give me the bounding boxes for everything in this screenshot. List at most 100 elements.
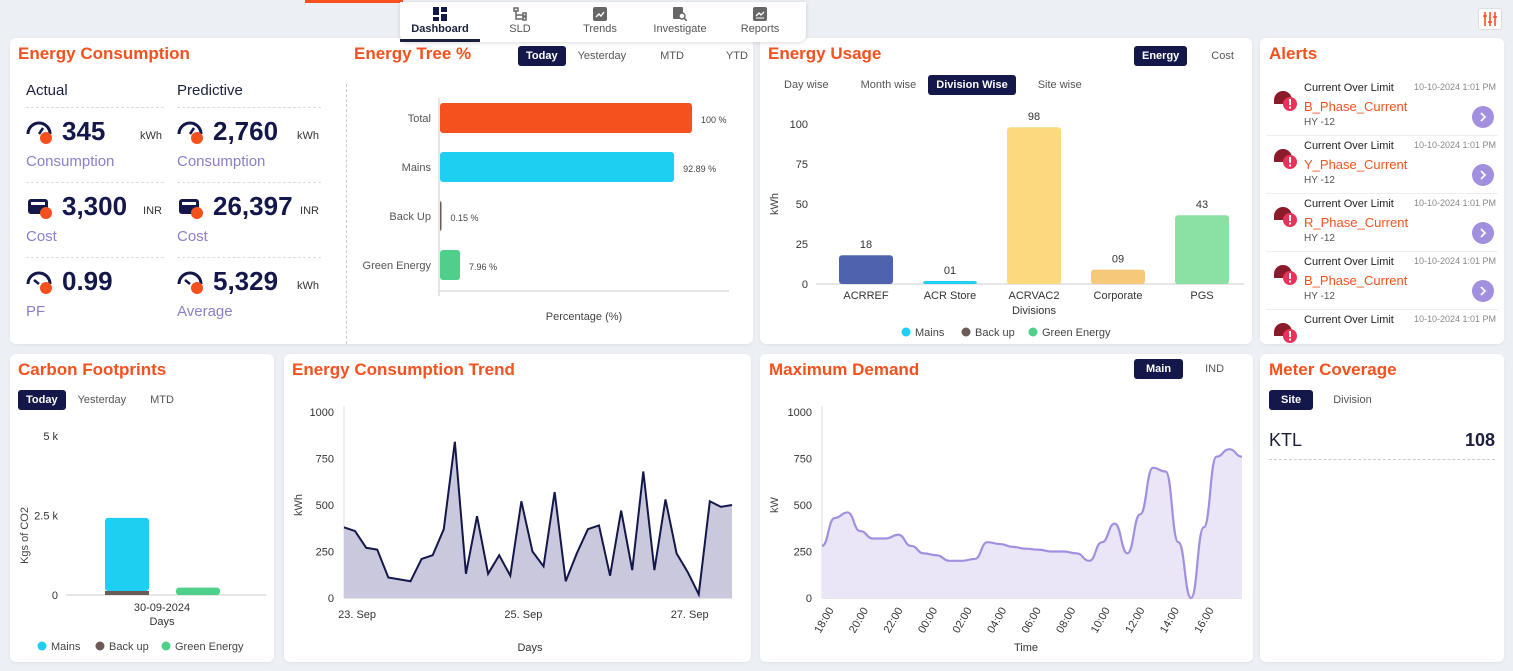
chevron-right-icon (1480, 112, 1487, 122)
alert-item: Current Over Limit 10-10-2024 1:01 PM R_Ph… (1266, 194, 1498, 252)
series-line (821, 448, 1243, 600)
legend-label: Back up (109, 641, 149, 653)
alert-open-button[interactable] (1472, 164, 1494, 186)
tab-division[interactable]: Division (1333, 394, 1372, 406)
alerts-title: Alerts (1269, 44, 1318, 63)
x-tick-label: ACRVAC2 (1009, 290, 1060, 302)
tab-yesterday[interactable]: Yesterday (577, 50, 627, 62)
x-axis-label: Time (1014, 642, 1038, 654)
bar (1175, 215, 1229, 284)
y-tick-label: 0 (802, 279, 808, 291)
alert-open-button[interactable] (1472, 222, 1494, 244)
data-label: 43 (1196, 199, 1208, 211)
max-demand-title: Maximum Demand (769, 360, 920, 379)
main-nav: Dashboard SLD Trends Investigate Reports (400, 2, 806, 42)
chevron-right-icon (1480, 286, 1487, 296)
alert-sub: HY -12 (1304, 117, 1335, 128)
y-tick-label: 5 k (43, 431, 58, 443)
bar (1091, 269, 1145, 284)
meter-row-value: 108 (1464, 430, 1495, 450)
predictive-average-unit: kWh (297, 280, 319, 292)
x-tick-label: 22:00 (882, 606, 906, 636)
y-tick-label: 250 (794, 547, 812, 559)
energy-tree-title: Energy Tree % (354, 44, 472, 63)
tab-division-wise[interactable]: Division Wise (928, 75, 1016, 95)
nav-trends[interactable]: Trends (560, 2, 640, 42)
alert-name: B_Phase_Current (1304, 273, 1408, 288)
divider (346, 84, 347, 344)
toggle-ind[interactable]: IND (1205, 363, 1225, 375)
x-tick-label: 18:00 (812, 606, 836, 636)
tab-month-wise[interactable]: Month wise (860, 79, 917, 91)
trend-title: Energy Consumption Trend (292, 360, 515, 379)
x-tick-label: ACR Store (924, 290, 977, 302)
carbon-title: Carbon Footprints (18, 360, 167, 379)
trends-icon (593, 5, 607, 23)
alert-open-button[interactable] (1472, 280, 1494, 302)
legend-dot (161, 641, 171, 651)
x-tick-label: 10:00 (1089, 606, 1113, 636)
nav-reports[interactable]: Reports (720, 2, 800, 42)
energy-usage-tabs: Day wise Month wise Division Wise Site w… (776, 75, 1090, 95)
alert-sub: HY -12 (1304, 291, 1335, 302)
y-axis-label: kWh (293, 494, 305, 516)
legend-label: Back up (975, 327, 1015, 339)
tab-site[interactable]: Site (1269, 390, 1314, 410)
settings-button[interactable] (1478, 8, 1502, 30)
toggle-main[interactable]: Main (1134, 359, 1184, 379)
nav-dashboard[interactable]: Dashboard (400, 2, 480, 42)
y-tick-label: 75 (796, 159, 808, 171)
nav-investigate[interactable]: Investigate (640, 2, 720, 42)
y-axis-label: kWh (769, 193, 781, 215)
alert-item: Current Over Limit 10-10-2024 1:01 PM Y_Ph… (1266, 136, 1498, 194)
y-axis-label: kW (769, 496, 781, 513)
data-label: 98 (1028, 111, 1040, 123)
x-axis-label: Percentage (%) (546, 311, 622, 323)
tab-ytd[interactable]: YTD (725, 50, 748, 62)
actual-heading: Actual (26, 82, 164, 108)
alerts-card: Alerts Current Over Limit 10-10-2024 1:01… (1260, 38, 1504, 344)
investigate-icon (673, 5, 687, 23)
predictive-heading: Predictive (177, 82, 321, 108)
bar (440, 250, 461, 280)
sld-icon (513, 5, 527, 23)
bar-green-energy (176, 587, 220, 595)
legend-label: Green Energy (175, 641, 244, 653)
energy-usage-toggle: Energy Cost (1134, 46, 1242, 66)
x-tick-label: 30-09-2024 (134, 602, 190, 614)
legend-label: Mains (915, 327, 945, 339)
tab-today[interactable]: Today (518, 46, 566, 66)
alert-open-button[interactable] (1472, 106, 1494, 128)
predictive-consumption-unit: kWh (297, 130, 319, 142)
bar (440, 103, 692, 133)
tab-site-wise[interactable]: Site wise (1037, 79, 1082, 91)
predictive-cost-metric: 26,397 INR Cost (177, 183, 321, 258)
x-tick-label: 08:00 (1054, 606, 1078, 636)
predictive-cost-value: 26,397 (213, 191, 293, 221)
tab-today[interactable]: Today (18, 390, 66, 410)
tab-mtd[interactable]: MTD (660, 50, 684, 62)
x-tick-label: 02:00 (951, 606, 975, 636)
tab-mtd[interactable]: MTD (150, 394, 174, 406)
nav-sld[interactable]: SLD (480, 2, 560, 42)
actual-consumption-label: Consumption (26, 153, 115, 170)
toggle-energy[interactable]: Energy (1134, 46, 1188, 66)
legend-label: Green Energy (1042, 327, 1111, 339)
x-axis-label: Divisions (1012, 305, 1057, 317)
x-tick-label: 23. Sep (338, 609, 376, 621)
toggle-cost[interactable]: Cost (1211, 50, 1234, 62)
data-label: 7.96 % (469, 262, 497, 272)
actual-cost-value: 3,300 (62, 191, 128, 221)
tab-day-wise[interactable]: Day wise (784, 79, 829, 91)
gauge-icon (177, 271, 203, 294)
tab-yesterday[interactable]: Yesterday (77, 394, 127, 406)
x-tick-label: 27. Sep (671, 609, 709, 621)
alert-icon (1274, 265, 1297, 285)
y-tick-label: 0 (328, 593, 334, 605)
data-label: 92.89 % (683, 164, 716, 174)
y-tick-label: 750 (794, 454, 812, 466)
legend-dot (37, 641, 47, 651)
alert-title: Current Over Limit (1304, 256, 1394, 268)
y-tick-label: 250 (316, 547, 334, 559)
alert-title: Current Over Limit (1304, 82, 1394, 94)
